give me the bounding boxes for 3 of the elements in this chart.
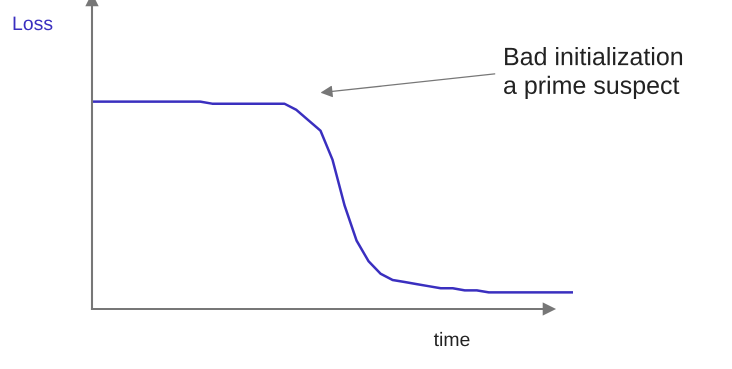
x-axis-title: time [434, 332, 470, 346]
text: Bad initialization a prime suspect [504, 46, 682, 100]
y-axis-title: Loss [14, 16, 52, 30]
